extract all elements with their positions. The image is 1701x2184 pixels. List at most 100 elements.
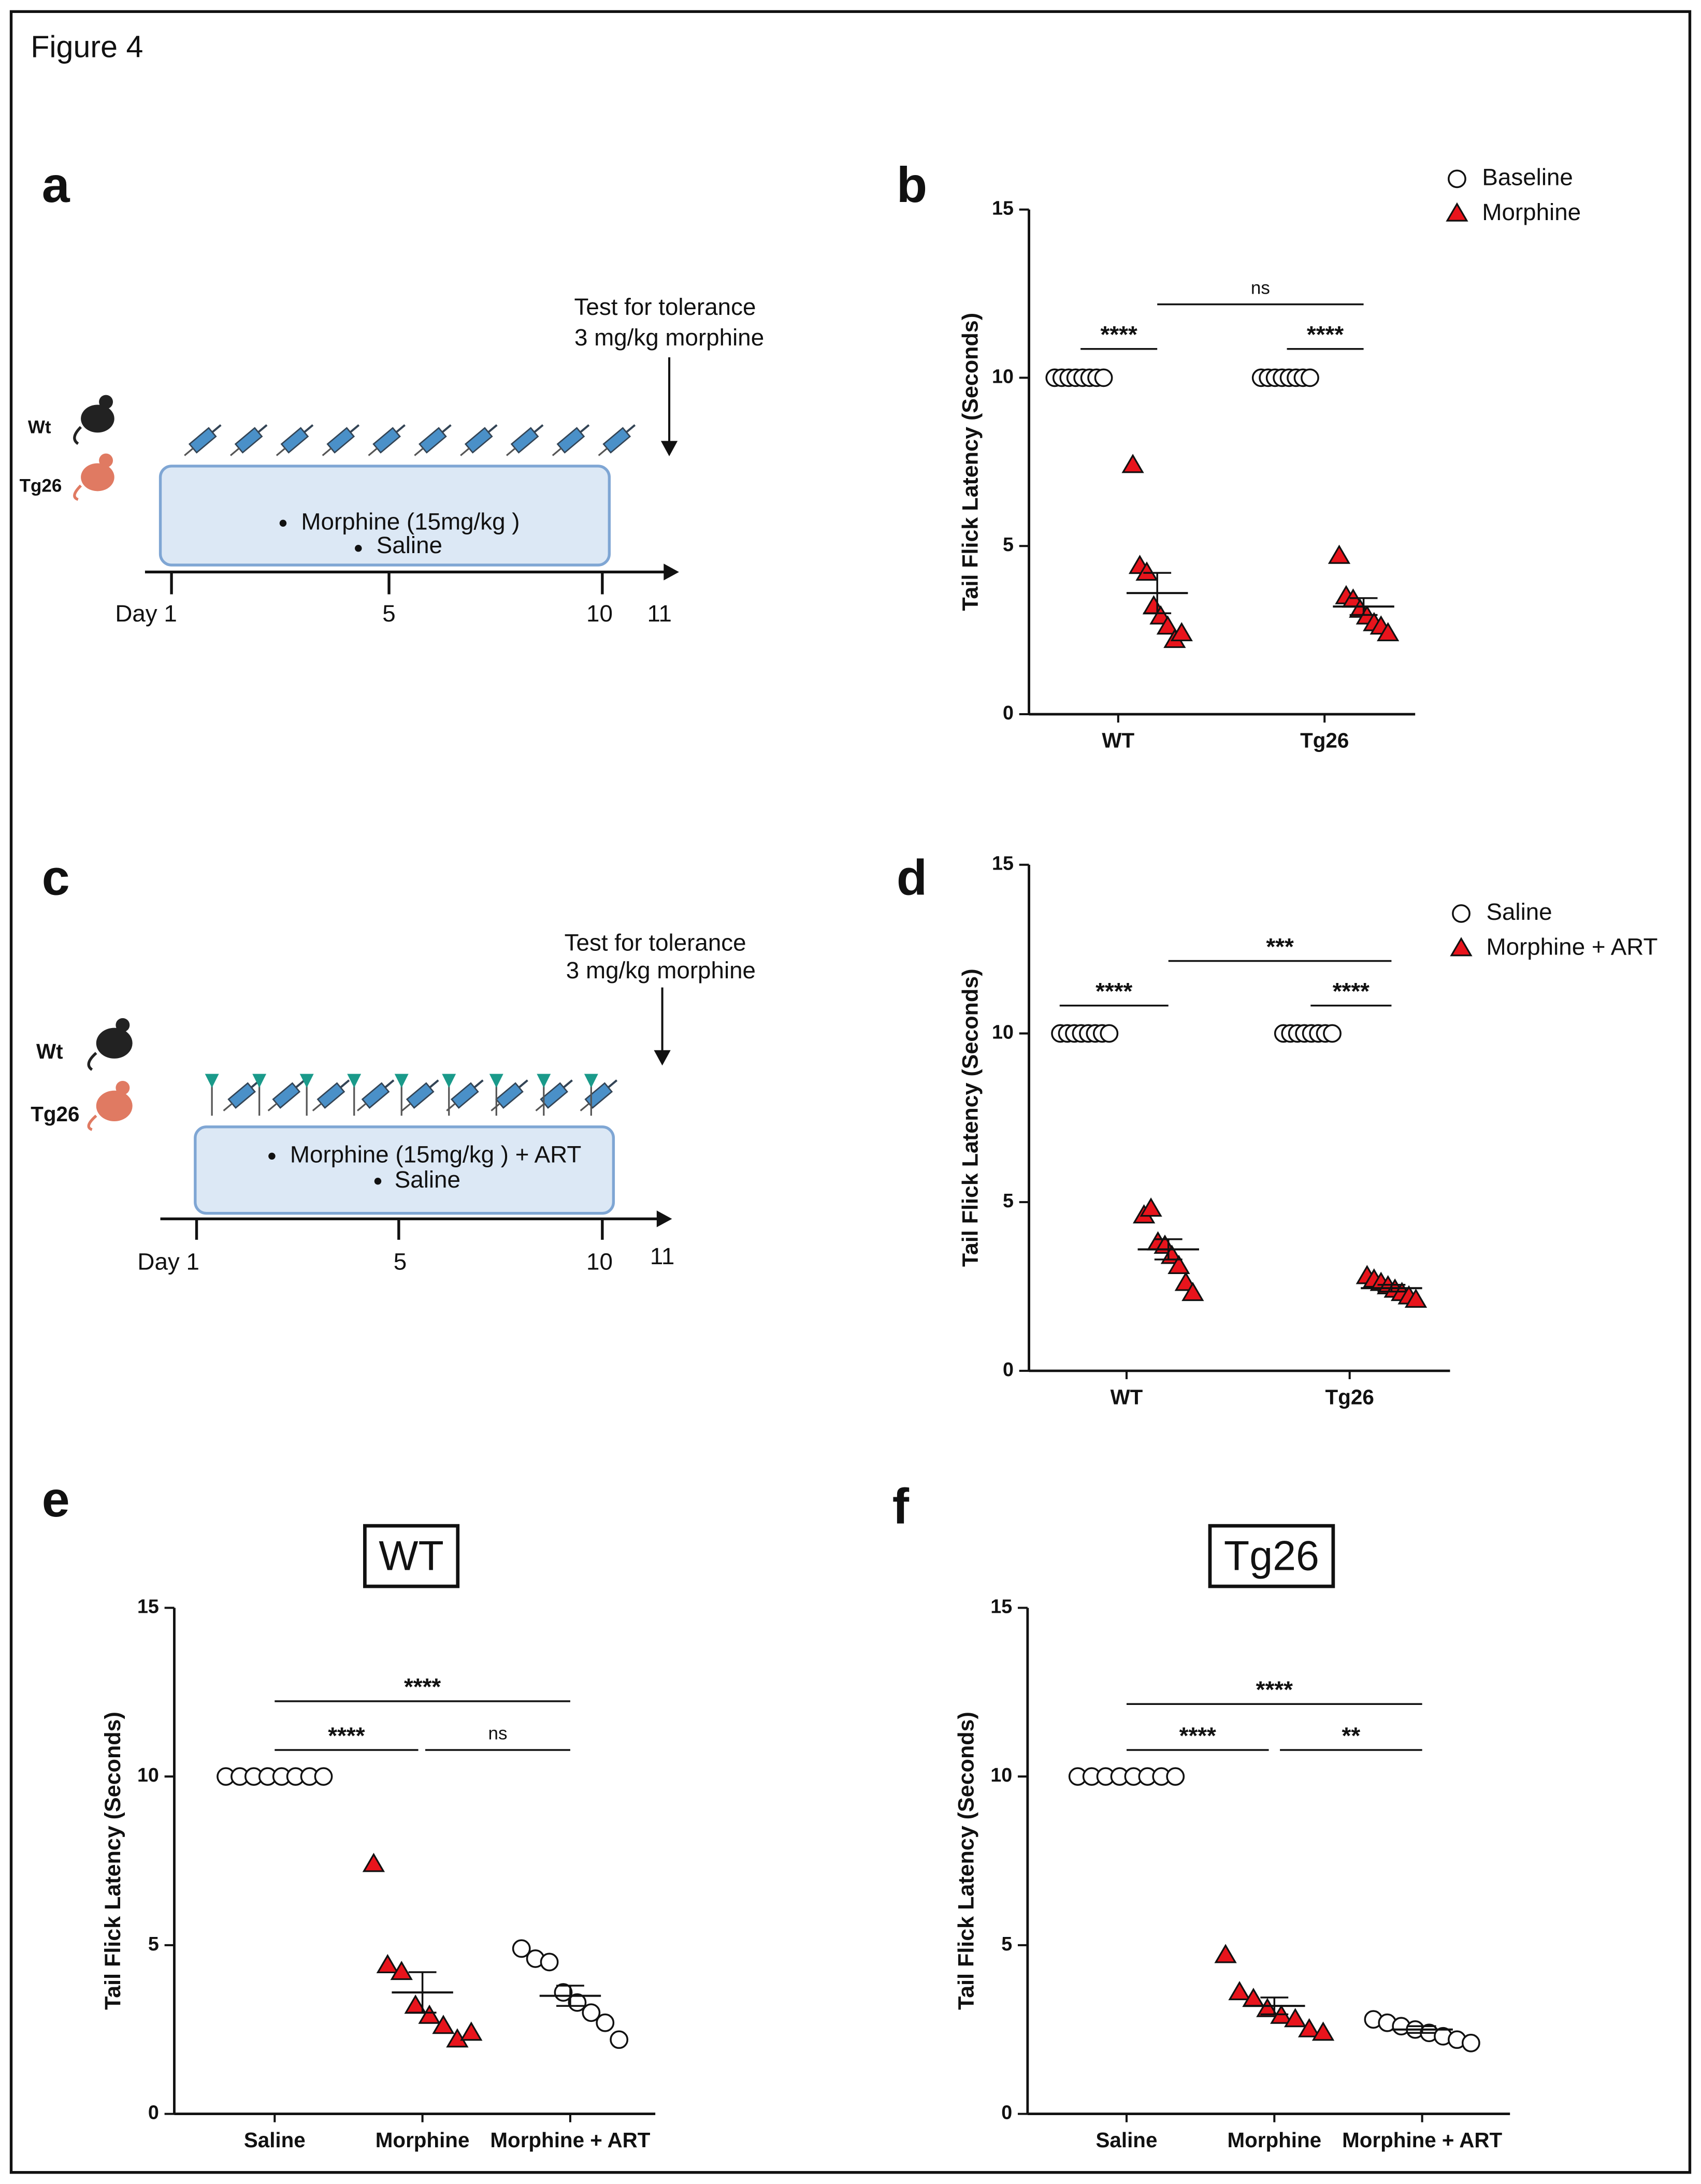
arrow-head <box>660 441 678 457</box>
significance-label: **** <box>404 1674 441 1700</box>
mouse-icon <box>73 395 114 445</box>
syringe <box>368 424 406 456</box>
syringe <box>312 1079 350 1111</box>
syringe-needle <box>446 1103 456 1111</box>
data-point <box>1298 2018 1321 2037</box>
data-point <box>1167 1254 1190 1274</box>
syringe <box>267 1079 306 1111</box>
syringe-plunger <box>257 424 268 433</box>
x-tick-label: Morphine + ART <box>1342 2128 1502 2152</box>
syringe-plunger <box>384 1079 395 1089</box>
significance-label: **** <box>1333 978 1370 1004</box>
syringe-plunger <box>580 424 590 433</box>
timeline-head <box>664 563 679 581</box>
y-axis-label: Tail Flick Latency (Seconds) <box>958 968 983 1267</box>
data-point <box>376 1954 399 1974</box>
timeline-head <box>656 1210 672 1227</box>
syringe <box>414 424 452 456</box>
syringe-plunger <box>487 424 498 433</box>
data-point <box>1448 169 1466 189</box>
syringe-plunger <box>429 1079 439 1089</box>
data-point <box>1301 368 1319 387</box>
syringe <box>322 424 360 456</box>
treatment-box <box>194 1125 615 1215</box>
data-point <box>582 2003 601 2022</box>
panel-label: c <box>42 849 70 906</box>
chart-title: WT <box>379 1533 444 1580</box>
syringe-plunger <box>340 1079 350 1089</box>
needle-hub <box>489 1074 503 1088</box>
significance-label: *** <box>1266 933 1294 960</box>
title-box <box>363 1524 460 1588</box>
y-tick-label: 15 <box>992 197 1014 219</box>
day-label: 11 <box>650 1243 674 1269</box>
data-point <box>1446 202 1468 222</box>
data-point <box>512 1939 531 1958</box>
x-tick-label: Morphine <box>1228 2128 1322 2152</box>
y-axis-label: Tail Flick Latency (Seconds) <box>954 1712 978 2010</box>
day-label: Day 1 <box>115 600 177 627</box>
syringe-barrel <box>188 427 217 454</box>
syringe-needle <box>267 1103 278 1111</box>
syringe-barrel <box>280 427 309 454</box>
data-point <box>1094 368 1113 387</box>
panel-label: d <box>897 849 927 906</box>
data-point <box>390 1960 413 1980</box>
bullet <box>355 544 362 552</box>
significance-label: **** <box>1101 322 1137 348</box>
y-tick-label: 0 <box>1003 1358 1014 1380</box>
significance-label: **** <box>1095 978 1132 1004</box>
syringe-plunger <box>395 424 406 433</box>
animal-label: Wt <box>28 417 51 437</box>
y-tick-label: 5 <box>148 1933 159 1955</box>
syringe-plunger <box>608 1079 618 1089</box>
legend-label: Morphine + ART <box>1486 933 1657 960</box>
syringe <box>446 1079 484 1111</box>
syringe <box>580 1079 618 1111</box>
y-tick-label: 10 <box>992 1021 1014 1043</box>
syringe-needle <box>356 1103 367 1111</box>
data-point <box>1121 454 1144 473</box>
data-point <box>1100 1024 1119 1043</box>
y-tick-label: 0 <box>148 2102 159 2123</box>
y-tick-label: 15 <box>992 852 1014 874</box>
y-tick-label: 15 <box>137 1595 159 1617</box>
significance-label: **** <box>1307 322 1344 348</box>
data-point <box>1228 1981 1251 2001</box>
bullet <box>268 1152 276 1160</box>
syringe-needle <box>552 447 562 456</box>
data-point <box>1328 544 1351 564</box>
syringes <box>205 1074 618 1116</box>
data-point <box>596 2013 615 2032</box>
data-point <box>610 2030 629 2049</box>
legend-label: Morphine <box>1482 199 1581 225</box>
data-point <box>1377 622 1400 642</box>
syringe <box>401 1079 439 1111</box>
significance-label: ns <box>1251 278 1270 298</box>
test-label: 3 mg/kg morphine <box>574 324 764 351</box>
y-axis-label: Tail Flick Latency (Seconds) <box>958 313 983 611</box>
x-tick-label: WT <box>1102 729 1134 753</box>
day-label: 11 <box>647 600 671 627</box>
data-point <box>460 2021 483 2041</box>
chart-title: Tg26 <box>1224 1533 1319 1580</box>
syringe-plunger <box>534 424 544 433</box>
syringes <box>184 424 636 456</box>
data-point <box>432 2015 455 2034</box>
mouse-icon <box>87 1080 133 1131</box>
data-point <box>1256 1998 1279 2017</box>
syringe <box>552 424 590 456</box>
x-tick-label: Saline <box>1096 2128 1158 2152</box>
syringe-plunger <box>518 1079 528 1089</box>
treatment: Morphine (15mg/kg ) <box>301 508 520 534</box>
data-point <box>1450 937 1473 957</box>
data-point <box>1170 622 1193 642</box>
syringe-needle <box>460 447 470 456</box>
needle-hub <box>442 1074 456 1088</box>
legend-label: Baseline <box>1482 164 1573 190</box>
test-label: Test for tolerance <box>574 294 756 320</box>
needle-hub <box>537 1074 551 1088</box>
x-tick-label: Morphine + ART <box>490 2128 650 2152</box>
x-tick-label: Tg26 <box>1300 729 1349 753</box>
significance-label: **** <box>1179 1723 1216 1749</box>
